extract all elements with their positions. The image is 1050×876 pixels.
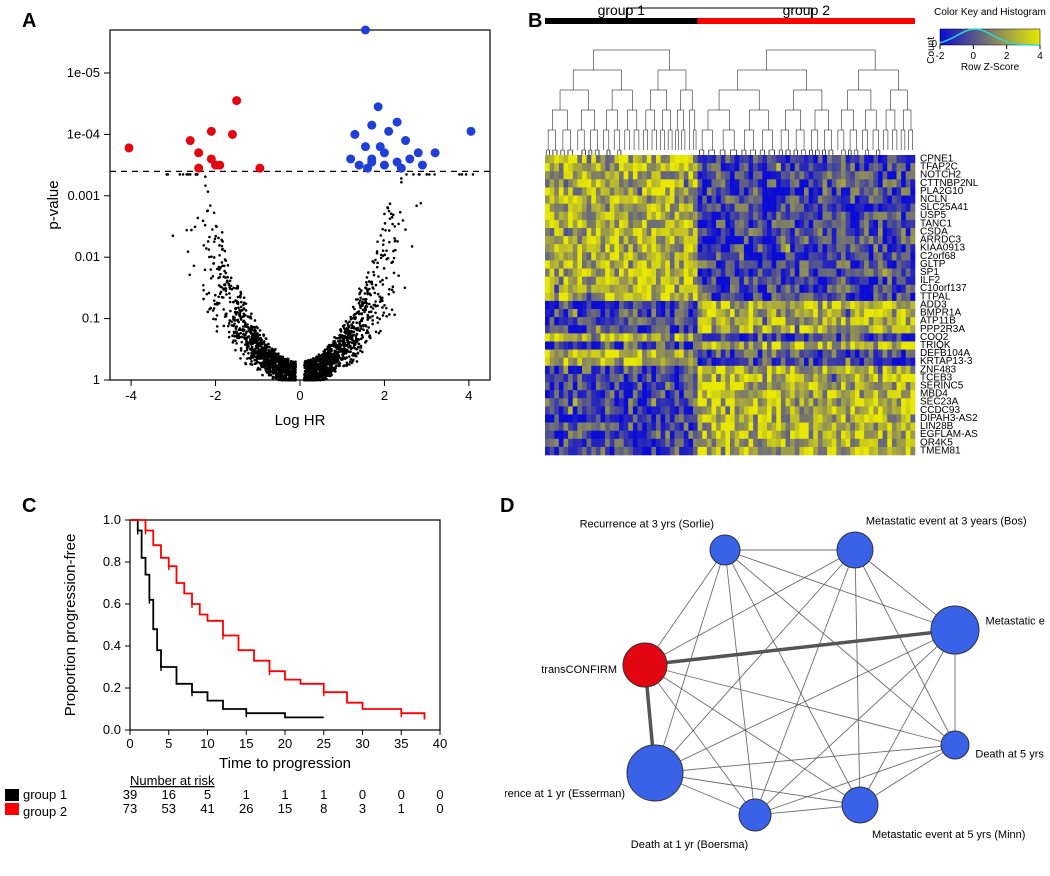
svg-text:4: 4 (1037, 51, 1043, 62)
svg-text:-2: -2 (210, 388, 222, 403)
svg-text:0.1: 0.1 (82, 311, 100, 326)
svg-text:0: 0 (971, 51, 977, 62)
svg-text:0.001: 0.001 (67, 188, 100, 203)
svg-text:1: 1 (93, 372, 100, 387)
panel-label-a: A (22, 10, 36, 33)
figure-root: A B C D -4-202410.10.010.0011e-041e-05Lo… (0, 0, 1050, 876)
network-plot: transCONFIRMRecurrence at 3 yrs (Sorlie)… (505, 500, 1045, 870)
svg-text:0.01: 0.01 (75, 249, 100, 264)
km-plot: 05101520253035400.00.20.40.60.81.0Time t… (0, 500, 480, 860)
svg-text:-4: -4 (125, 388, 137, 403)
svg-text:1e-04: 1e-04 (67, 126, 100, 141)
svg-text:1e-05: 1e-05 (67, 65, 100, 80)
heatmap: Color Key and Histogram-2024Count0Row Z-… (540, 0, 1050, 470)
svg-text:4: 4 (465, 388, 472, 403)
svg-text:2: 2 (381, 388, 388, 403)
volcano-plot: -4 -2 0 2 4 1 0.1 0.01 0.001 1e-04 1e-05 Log HR p-va… (40, 10, 510, 440)
svg-text:0: 0 (931, 39, 937, 50)
svg-text:group 2: group 2 (783, 2, 831, 18)
svg-text:0: 0 (296, 388, 303, 403)
svg-text:p-value: p-value (45, 180, 62, 229)
svg-text:group 1: group 1 (598, 2, 646, 18)
svg-text:Log HR: Log HR (275, 412, 326, 429)
svg-text:Row Z-Score: Row Z-Score (961, 62, 1020, 73)
svg-text:2: 2 (1004, 51, 1010, 62)
svg-text:Color Key and Histogram: Color Key and Histogram (934, 7, 1046, 18)
